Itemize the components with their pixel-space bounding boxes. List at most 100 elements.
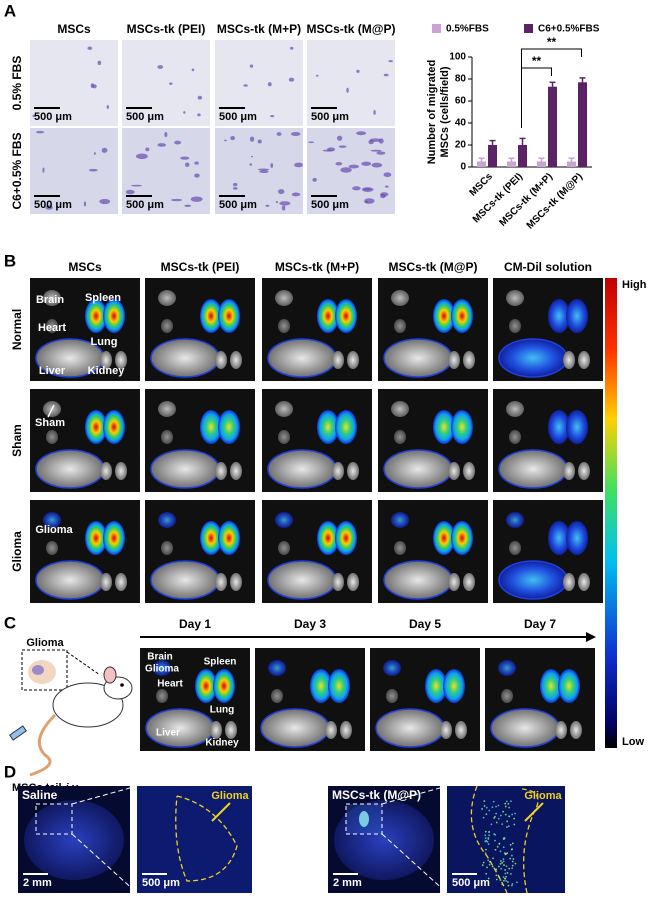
organ-heart [394, 430, 406, 444]
organ-kidney [230, 462, 242, 480]
signal [359, 811, 369, 827]
model-site: Glioma [26, 637, 64, 649]
organ-lung [548, 299, 570, 333]
cell [194, 173, 200, 178]
organ-kidney [463, 573, 475, 591]
organ-lung [433, 521, 455, 555]
organ-lung [548, 521, 570, 555]
colorbar [605, 278, 617, 748]
organ-heart [278, 319, 290, 333]
cell [279, 201, 291, 206]
signal [496, 845, 499, 848]
zoom-box [35, 803, 73, 835]
day-label: Day 3 [294, 617, 326, 631]
organ-kidney [347, 462, 359, 480]
signal [509, 857, 512, 860]
signal [495, 812, 498, 815]
organ-liver [35, 449, 105, 489]
organ-brain [383, 660, 401, 676]
signal [506, 820, 509, 823]
cell [326, 147, 336, 152]
cell [340, 167, 352, 173]
signal [498, 842, 501, 845]
organ-lung [85, 521, 107, 555]
organ-label: Liver [39, 365, 66, 377]
panel-label: C [4, 613, 16, 632]
cell [249, 163, 253, 166]
scale-label: 2 mm [23, 877, 52, 889]
signal [511, 867, 514, 870]
signal [495, 805, 497, 808]
cell [376, 151, 386, 155]
cell [45, 205, 53, 210]
signal [504, 813, 507, 816]
cell [356, 131, 367, 136]
cell [93, 152, 96, 155]
organ-liver [383, 560, 453, 600]
organ-kidney [225, 721, 237, 739]
signal [494, 815, 496, 818]
micrograph [30, 40, 118, 126]
signal [497, 804, 500, 807]
organ-heart [386, 689, 398, 703]
zoom-line [381, 785, 448, 805]
cell [348, 164, 360, 169]
organ-label: Heart [157, 679, 183, 690]
legend-label: 0.5%FBS [446, 24, 489, 35]
cell [265, 204, 270, 207]
organ-liver [267, 560, 337, 600]
organ-heart [161, 430, 173, 444]
organ-label: Lung [210, 705, 234, 716]
scale-label: 500 μm [452, 877, 490, 889]
signal [507, 802, 510, 805]
organ-kidney [455, 721, 467, 739]
y-tick-label: 80 [455, 74, 467, 85]
organ-heart [278, 541, 290, 555]
signal [501, 883, 504, 886]
signal [482, 861, 485, 864]
cell [169, 82, 173, 85]
cell [130, 184, 142, 187]
cell [42, 167, 45, 173]
signal [507, 825, 510, 828]
cell [259, 170, 269, 174]
column-header: MSCs [57, 22, 91, 36]
signal [503, 879, 505, 882]
signal [505, 865, 508, 868]
bar [488, 145, 497, 167]
signal [509, 843, 512, 846]
signal [511, 864, 514, 867]
cell [97, 60, 102, 66]
row-label: C6+0.5% FBS [10, 132, 24, 209]
organ-kidney [210, 721, 222, 739]
organ-lung [218, 410, 240, 444]
signal [485, 848, 487, 851]
scale-label: 2 mm [333, 877, 362, 889]
signal [511, 883, 514, 885]
cell [145, 147, 150, 152]
column-header: MSCs-tk (M+P) [275, 260, 359, 274]
organ-heart [394, 541, 406, 555]
column-header: MSCs-tk (PEI) [161, 260, 240, 274]
organ-brain [391, 512, 409, 528]
row-label: Normal [10, 309, 24, 350]
zoom-line [381, 833, 448, 894]
organ-lung [433, 410, 455, 444]
cell [281, 205, 286, 211]
cell [383, 172, 392, 178]
organ-label: Spleen [204, 657, 237, 668]
signal [507, 884, 510, 887]
cell [308, 141, 315, 144]
cell [361, 161, 372, 166]
signal [488, 834, 490, 837]
organ-lung [328, 669, 350, 703]
organ-liver [150, 449, 220, 489]
organ-lung [103, 410, 125, 444]
organ-kidney [555, 721, 567, 739]
cell [180, 156, 190, 160]
marker-label: Glioma [35, 524, 73, 536]
signal [484, 830, 487, 833]
organ-heart [271, 689, 283, 703]
organ-lung [85, 410, 107, 444]
